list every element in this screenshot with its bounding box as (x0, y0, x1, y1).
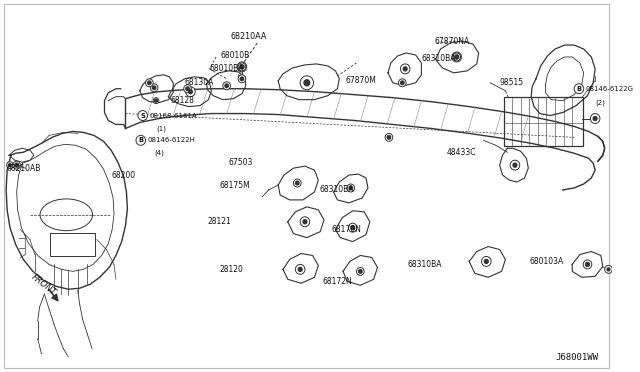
Circle shape (351, 226, 355, 230)
Text: FRONT: FRONT (30, 273, 58, 298)
Text: B: B (577, 86, 581, 92)
Circle shape (138, 110, 147, 121)
Circle shape (296, 181, 299, 185)
Circle shape (513, 163, 517, 167)
Circle shape (152, 86, 156, 90)
Circle shape (453, 53, 461, 61)
Circle shape (300, 217, 310, 227)
Circle shape (484, 259, 488, 263)
Circle shape (574, 84, 584, 94)
Circle shape (8, 164, 12, 167)
Text: 68310BA: 68310BA (421, 54, 456, 64)
Text: 67870M: 67870M (345, 76, 376, 85)
Circle shape (605, 265, 612, 273)
Circle shape (238, 75, 246, 83)
Text: 680103A: 680103A (529, 257, 563, 266)
Circle shape (15, 163, 19, 167)
Text: 68172N: 68172N (322, 277, 352, 286)
Text: 68210AB: 68210AB (6, 164, 40, 173)
Circle shape (240, 65, 244, 69)
Text: (1): (1) (156, 125, 166, 132)
Text: 68170N: 68170N (332, 225, 362, 234)
Text: 68310BA: 68310BA (407, 260, 442, 269)
Circle shape (455, 55, 459, 59)
Circle shape (607, 268, 610, 271)
Circle shape (237, 62, 246, 72)
Text: 08146-6122G: 08146-6122G (586, 86, 634, 92)
Circle shape (294, 179, 301, 187)
Text: 68128: 68128 (170, 96, 194, 105)
Text: S: S (140, 113, 145, 119)
Circle shape (153, 98, 159, 104)
Text: (4): (4) (154, 150, 164, 157)
Circle shape (455, 55, 458, 59)
Circle shape (481, 256, 491, 266)
Circle shape (510, 160, 520, 170)
Circle shape (349, 186, 353, 190)
Text: 08168-6161A: 08168-6161A (149, 113, 197, 119)
Text: J68001WW: J68001WW (555, 353, 598, 362)
Circle shape (186, 87, 195, 97)
Circle shape (6, 162, 13, 169)
Circle shape (240, 65, 244, 69)
Text: 68130A: 68130A (185, 78, 214, 87)
Text: B: B (138, 137, 143, 143)
Circle shape (225, 84, 228, 87)
Text: 68310BA: 68310BA (319, 186, 354, 195)
Text: 68175M: 68175M (219, 180, 250, 189)
Text: 67503: 67503 (228, 158, 253, 167)
Text: 68210AA: 68210AA (230, 32, 267, 41)
Text: 68010BA: 68010BA (209, 64, 244, 73)
Circle shape (13, 161, 20, 169)
Circle shape (189, 90, 192, 94)
Circle shape (155, 99, 157, 102)
Text: 68200: 68200 (111, 171, 135, 180)
Circle shape (401, 81, 404, 84)
Circle shape (296, 264, 305, 274)
Circle shape (348, 223, 357, 232)
Text: 28121: 28121 (207, 217, 231, 226)
Text: (2): (2) (595, 99, 605, 106)
Circle shape (387, 135, 390, 139)
Circle shape (223, 82, 230, 90)
Circle shape (184, 85, 191, 93)
Text: 08146-6122H: 08146-6122H (147, 137, 195, 143)
Circle shape (304, 80, 310, 86)
Circle shape (583, 260, 592, 269)
Circle shape (240, 77, 244, 81)
Circle shape (145, 79, 153, 87)
Circle shape (385, 134, 393, 141)
Circle shape (403, 67, 407, 71)
Circle shape (590, 113, 600, 124)
Circle shape (148, 81, 151, 84)
Circle shape (356, 267, 364, 275)
Circle shape (238, 63, 246, 71)
Circle shape (358, 270, 362, 273)
Circle shape (136, 135, 145, 145)
Text: 68010B: 68010B (221, 51, 250, 61)
Text: 98515: 98515 (500, 78, 524, 87)
Circle shape (150, 84, 158, 92)
Text: 28120: 28120 (219, 265, 243, 274)
Circle shape (300, 76, 314, 90)
Circle shape (298, 267, 302, 271)
Circle shape (186, 87, 189, 90)
Text: 67870NA: 67870NA (435, 36, 470, 46)
Circle shape (586, 262, 589, 266)
Circle shape (399, 79, 406, 87)
Circle shape (303, 220, 307, 224)
Circle shape (593, 116, 597, 121)
Circle shape (347, 184, 355, 192)
Circle shape (452, 52, 461, 62)
Text: 48433C: 48433C (446, 148, 476, 157)
Circle shape (401, 64, 410, 74)
